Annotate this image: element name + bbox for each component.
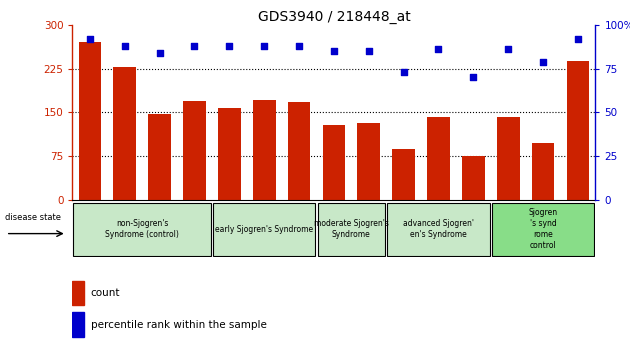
Point xyxy=(294,43,304,48)
Bar xyxy=(462,156,484,200)
Point xyxy=(120,43,130,48)
Bar xyxy=(113,67,136,200)
Bar xyxy=(392,149,415,200)
Bar xyxy=(288,102,311,200)
Bar xyxy=(387,203,490,256)
Text: disease state: disease state xyxy=(4,213,60,222)
Point xyxy=(224,43,234,48)
Bar xyxy=(492,203,594,256)
Bar xyxy=(323,125,345,200)
Point xyxy=(190,43,200,48)
Text: non-Sjogren's
Syndrome (control): non-Sjogren's Syndrome (control) xyxy=(105,219,179,239)
Text: early Sjogren's Syndrome: early Sjogren's Syndrome xyxy=(215,225,313,234)
Bar xyxy=(183,101,206,200)
Text: percentile rank within the sample: percentile rank within the sample xyxy=(91,320,266,330)
Bar xyxy=(72,281,84,305)
Bar xyxy=(253,99,275,200)
Point xyxy=(433,46,444,52)
Bar xyxy=(566,61,589,200)
Text: count: count xyxy=(91,288,120,298)
Bar xyxy=(79,42,101,200)
Point xyxy=(468,75,478,80)
Bar xyxy=(218,108,241,200)
Bar xyxy=(148,114,171,200)
Bar xyxy=(72,313,84,337)
Point xyxy=(538,59,548,64)
Point xyxy=(329,48,339,54)
Bar xyxy=(532,143,554,200)
Text: Sjogren
's synd
rome
control: Sjogren 's synd rome control xyxy=(529,208,558,250)
Point xyxy=(85,36,95,42)
Point xyxy=(259,43,269,48)
Bar xyxy=(357,123,380,200)
Point xyxy=(154,50,164,56)
Point xyxy=(364,48,374,54)
Point xyxy=(573,36,583,42)
Point xyxy=(399,69,409,75)
Bar xyxy=(74,203,211,256)
Text: moderate Sjogren's
Syndrome: moderate Sjogren's Syndrome xyxy=(314,219,389,239)
Point xyxy=(503,46,513,52)
Title: GDS3940 / 218448_at: GDS3940 / 218448_at xyxy=(258,10,410,24)
Bar xyxy=(427,117,450,200)
Bar xyxy=(497,117,520,200)
Bar xyxy=(213,203,316,256)
Bar xyxy=(318,203,385,256)
Text: advanced Sjogren'
en's Syndrome: advanced Sjogren' en's Syndrome xyxy=(403,219,474,239)
